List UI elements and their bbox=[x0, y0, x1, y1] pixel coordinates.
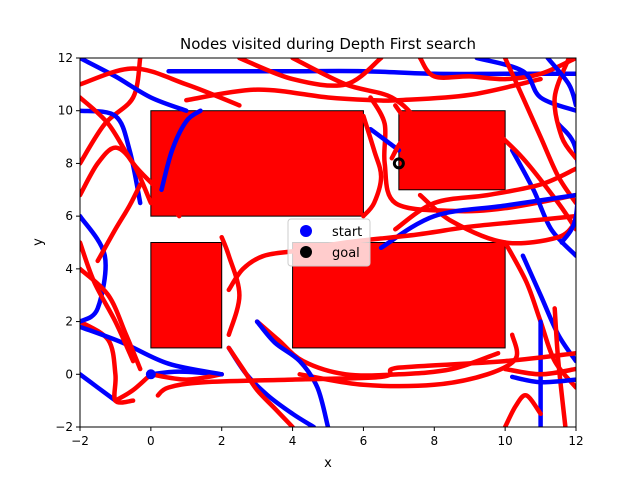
y-tick-label: 8 bbox=[65, 156, 73, 170]
y-axis-label: y bbox=[31, 238, 46, 246]
explored-path bbox=[361, 113, 384, 219]
legend-marker-start bbox=[300, 225, 312, 237]
obstacles-layer bbox=[150, 110, 506, 349]
explored-path bbox=[502, 393, 543, 427]
explored-path bbox=[80, 240, 136, 364]
legend-label-goal: goal bbox=[332, 246, 360, 261]
axis-ticks: −2 0 2 4 6 8 10 12 −2 0 2 4 6 8 10 12 bbox=[55, 51, 583, 448]
explored-path bbox=[80, 213, 108, 324]
explored-path bbox=[474, 58, 576, 113]
explored-path bbox=[95, 182, 143, 264]
explored-path bbox=[393, 166, 576, 232]
explored-path bbox=[556, 121, 576, 245]
y-tick-label: 0 bbox=[65, 367, 73, 381]
explored-path bbox=[80, 324, 224, 377]
y-tick-label: 12 bbox=[58, 51, 73, 65]
explored-path bbox=[148, 372, 224, 382]
chart-title: Nodes visited during Depth First search bbox=[180, 35, 476, 53]
y-tick-label: 4 bbox=[65, 262, 73, 276]
obstacle-rect bbox=[150, 242, 223, 349]
x-tick-label: 8 bbox=[430, 434, 438, 448]
y-tick-label: 10 bbox=[58, 104, 73, 118]
explored-path bbox=[166, 68, 576, 77]
explored-path bbox=[502, 58, 576, 206]
explored-path bbox=[297, 332, 520, 389]
explored-path bbox=[237, 58, 384, 88]
explored-path bbox=[368, 95, 576, 214]
explored-path bbox=[509, 374, 576, 385]
explored-paths-layer bbox=[80, 58, 576, 427]
y-tick-label: −2 bbox=[55, 420, 73, 434]
explored-path bbox=[552, 306, 568, 427]
explored-path bbox=[80, 58, 189, 113]
explored-path bbox=[80, 372, 118, 403]
x-tick-label: 4 bbox=[289, 434, 297, 448]
explored-path bbox=[219, 234, 242, 338]
explored-path bbox=[520, 253, 576, 364]
explored-path bbox=[417, 58, 576, 82]
y-tick-label: 6 bbox=[65, 209, 73, 223]
explored-path bbox=[113, 372, 154, 403]
explored-path bbox=[254, 319, 501, 378]
explored-path bbox=[80, 266, 143, 372]
explored-path bbox=[80, 145, 154, 206]
x-tick-label: 10 bbox=[498, 434, 513, 448]
goal-marker bbox=[392, 157, 405, 170]
x-axis-label: x bbox=[324, 456, 332, 471]
explored-path bbox=[254, 319, 331, 427]
start-marker bbox=[145, 369, 156, 380]
explored-path bbox=[290, 58, 420, 158]
explored-path bbox=[389, 103, 412, 161]
explored-path bbox=[378, 192, 576, 251]
explored-path bbox=[80, 58, 143, 166]
x-tick-label: −2 bbox=[71, 434, 89, 448]
explored-path bbox=[502, 366, 576, 377]
legend: start goal bbox=[287, 218, 371, 267]
explored-path bbox=[226, 345, 295, 427]
plot-frame bbox=[79, 57, 577, 428]
y-tick-label: 2 bbox=[65, 315, 73, 329]
x-tick-label: 0 bbox=[147, 434, 155, 448]
legend-label-start: start bbox=[332, 225, 362, 240]
x-tick-label: 12 bbox=[568, 434, 583, 448]
explored-path bbox=[159, 108, 203, 193]
explored-path bbox=[509, 148, 576, 258]
explored-path bbox=[545, 58, 576, 108]
markers-layer bbox=[145, 157, 405, 380]
legend-marker-goal bbox=[300, 246, 312, 258]
x-tick-label: 6 bbox=[360, 434, 368, 448]
obstacle-rect bbox=[150, 110, 364, 217]
x-tick-label: 2 bbox=[218, 434, 226, 448]
explored-path bbox=[155, 350, 576, 398]
